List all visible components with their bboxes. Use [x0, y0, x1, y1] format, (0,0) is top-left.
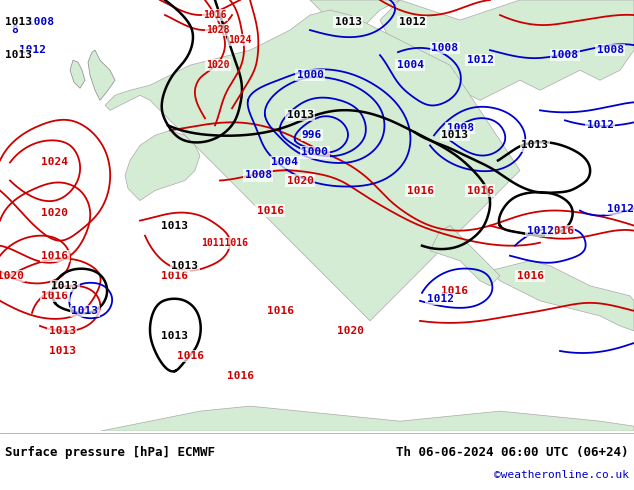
Text: 1016: 1016	[41, 251, 68, 261]
Text: ©weatheronline.co.uk: ©weatheronline.co.uk	[494, 470, 629, 480]
Text: 1016: 1016	[517, 271, 543, 281]
Text: 1016: 1016	[467, 186, 493, 196]
Text: 1004: 1004	[396, 60, 424, 70]
Polygon shape	[125, 130, 200, 200]
Text: 10111016: 10111016	[202, 238, 249, 247]
Text: 1004: 1004	[271, 157, 299, 168]
Polygon shape	[360, 0, 634, 100]
Text: 1020: 1020	[337, 326, 363, 336]
Text: 1012: 1012	[586, 121, 614, 130]
Text: 1028: 1028	[206, 25, 230, 35]
Text: 1013: 1013	[335, 17, 361, 27]
Text: 1000: 1000	[302, 147, 328, 157]
Polygon shape	[70, 60, 85, 88]
Text: 1020: 1020	[287, 175, 313, 186]
Text: 1013: 1013	[48, 326, 75, 336]
Text: 1008: 1008	[245, 171, 271, 180]
Text: 1012: 1012	[399, 17, 425, 27]
Text: 1016: 1016	[226, 371, 254, 381]
Polygon shape	[310, 0, 400, 60]
Text: 1013: 1013	[172, 261, 198, 271]
Text: 1000: 1000	[297, 70, 323, 80]
Text: 1020: 1020	[0, 271, 23, 281]
Text: 1013: 1013	[72, 306, 98, 316]
Text: 1012: 1012	[526, 225, 553, 236]
Text: 1012: 1012	[607, 203, 633, 214]
Text: 1016: 1016	[162, 271, 188, 281]
Text: 1013: 1013	[48, 346, 75, 356]
Text: 1020: 1020	[206, 60, 230, 70]
Text: 1008: 1008	[27, 17, 53, 27]
Polygon shape	[105, 10, 520, 321]
Polygon shape	[100, 406, 634, 431]
Text: Surface pressure [hPa] ECMWF: Surface pressure [hPa] ECMWF	[5, 446, 215, 459]
Text: 1013: 1013	[4, 50, 32, 60]
Text: 1013: 1013	[441, 130, 469, 140]
Text: 1016: 1016	[41, 291, 68, 301]
Text: 1016: 1016	[176, 351, 204, 361]
Text: 996: 996	[302, 130, 322, 140]
Text: 1013: 1013	[522, 141, 548, 150]
Text: 1008: 1008	[597, 45, 623, 55]
Polygon shape	[430, 225, 500, 286]
Text: 1020: 1020	[41, 208, 68, 218]
Text: 1012: 1012	[427, 294, 453, 304]
Text: 1008: 1008	[552, 50, 578, 60]
Text: 1013: 1013	[51, 281, 79, 291]
Text: 8: 8	[11, 25, 18, 35]
Text: 1012: 1012	[467, 55, 493, 65]
Text: 1012: 1012	[18, 45, 46, 55]
Polygon shape	[490, 261, 634, 331]
Text: 1008: 1008	[432, 43, 458, 53]
Polygon shape	[88, 50, 115, 100]
Text: 1024: 1024	[228, 35, 252, 45]
Text: 1013: 1013	[162, 331, 188, 341]
Text: Th 06-06-2024 06:00 UTC (06+24): Th 06-06-2024 06:00 UTC (06+24)	[396, 446, 629, 459]
Text: 1016: 1016	[257, 206, 283, 216]
Text: 1016: 1016	[547, 225, 574, 236]
Text: 1016: 1016	[406, 186, 434, 196]
Text: 1013: 1013	[287, 110, 313, 121]
Text: 1008: 1008	[446, 123, 474, 133]
Text: 1013: 1013	[4, 17, 32, 27]
Text: 1016: 1016	[441, 286, 469, 296]
Text: 1013: 1013	[162, 220, 188, 231]
Text: 1016: 1016	[204, 10, 227, 20]
Text: 1016: 1016	[266, 306, 294, 316]
Text: 1024: 1024	[41, 157, 68, 168]
